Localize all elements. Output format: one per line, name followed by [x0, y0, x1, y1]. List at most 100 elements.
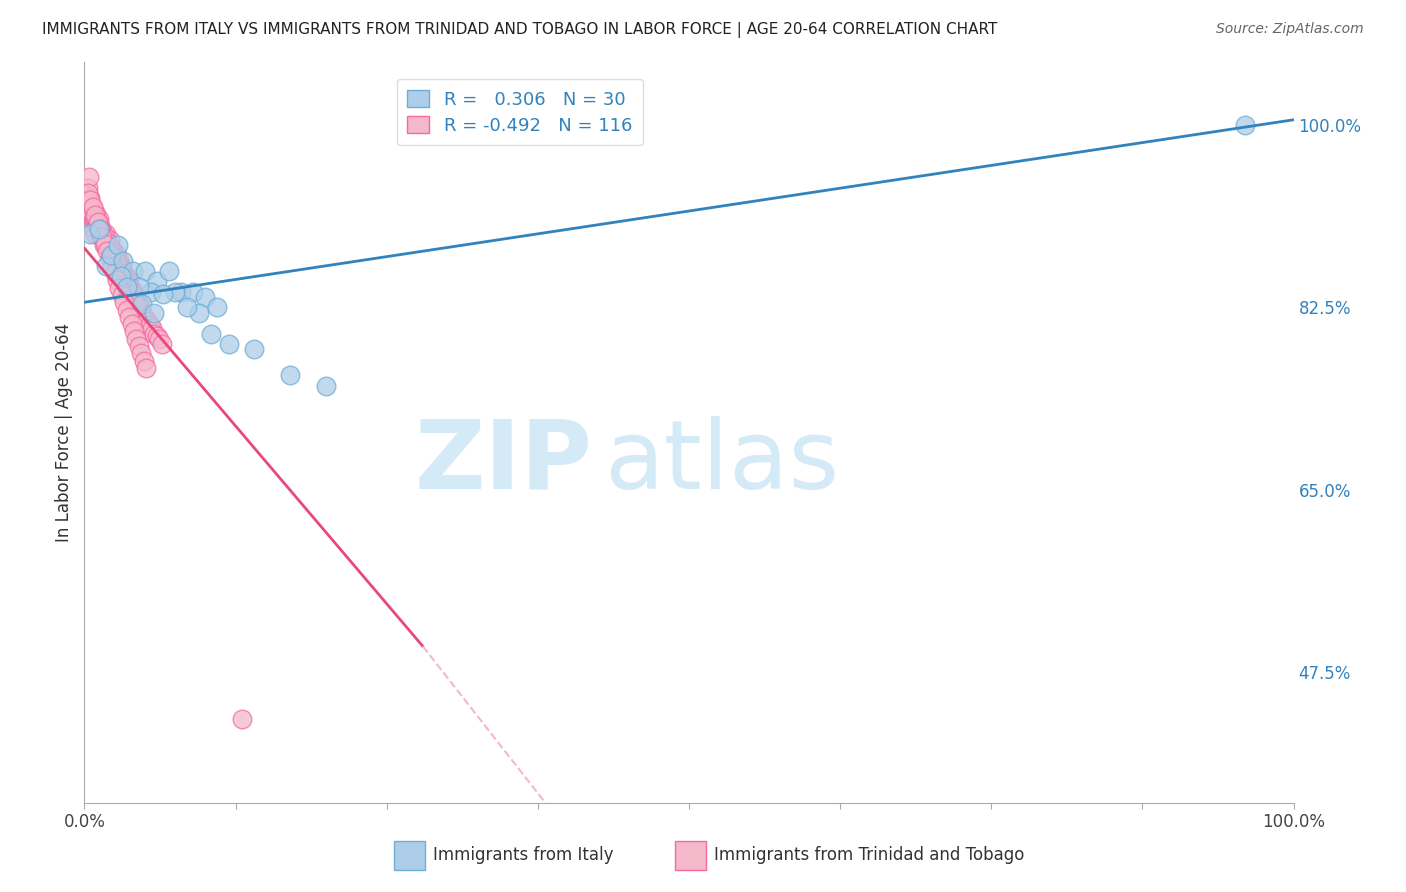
Point	[94, 259, 117, 273]
Point	[134, 264, 156, 278]
Point	[86, 207, 108, 221]
Point	[129, 346, 152, 360]
Point	[86, 217, 108, 231]
Point	[122, 292, 145, 306]
Point	[146, 274, 169, 288]
Point	[115, 277, 138, 291]
Point	[181, 285, 204, 299]
Point	[117, 274, 139, 288]
Point	[143, 306, 166, 320]
Point	[120, 279, 142, 293]
Point	[89, 222, 111, 236]
Point	[96, 244, 118, 259]
Point	[96, 238, 118, 252]
Point	[139, 285, 162, 299]
Point	[121, 283, 143, 297]
Point	[105, 273, 128, 287]
Point	[165, 285, 187, 299]
Point	[200, 326, 222, 341]
Point	[96, 235, 118, 249]
Point	[115, 279, 138, 293]
Point	[93, 238, 115, 252]
Point	[128, 339, 150, 353]
Point	[118, 310, 141, 324]
Point	[194, 290, 217, 304]
Point	[82, 211, 104, 226]
Point	[107, 259, 129, 273]
Point	[125, 332, 148, 346]
Legend: R =   0.306   N = 30, R = -0.492   N = 116: R = 0.306 N = 30, R = -0.492 N = 116	[396, 78, 643, 145]
Point	[94, 227, 117, 242]
Point	[86, 215, 108, 229]
Point	[112, 295, 135, 310]
Point	[98, 240, 121, 254]
Point	[82, 202, 104, 216]
Point	[87, 222, 110, 236]
Point	[121, 285, 143, 299]
Point	[150, 337, 173, 351]
Point	[170, 285, 193, 299]
Point	[108, 281, 131, 295]
Point	[112, 269, 135, 284]
Point	[132, 353, 155, 368]
Point	[131, 306, 153, 320]
Point	[101, 259, 124, 273]
Point	[97, 243, 120, 257]
Point	[104, 253, 127, 268]
Point	[115, 302, 138, 317]
Point	[94, 229, 117, 244]
Point	[134, 310, 156, 325]
Text: IMMIGRANTS FROM ITALY VS IMMIGRANTS FROM TRINIDAD AND TOBAGO IN LABOR FORCE | AG: IMMIGRANTS FROM ITALY VS IMMIGRANTS FROM…	[42, 22, 997, 38]
Point	[79, 191, 101, 205]
Point	[122, 325, 145, 339]
Point	[121, 317, 143, 331]
Text: atlas: atlas	[605, 416, 839, 508]
Point	[218, 337, 240, 351]
Point	[77, 170, 100, 185]
Point	[1234, 118, 1257, 132]
Point	[91, 227, 114, 242]
Point	[114, 269, 136, 284]
Point	[128, 279, 150, 293]
Point	[83, 211, 105, 226]
Point	[143, 326, 166, 341]
Point	[98, 252, 121, 266]
Point	[89, 227, 111, 242]
Point	[121, 287, 143, 301]
Point	[77, 186, 100, 200]
Point	[148, 332, 170, 346]
Text: Immigrants from Trinidad and Tobago: Immigrants from Trinidad and Tobago	[714, 847, 1025, 864]
Point	[101, 245, 124, 260]
Point	[231, 712, 253, 726]
Point	[103, 248, 125, 262]
Point	[77, 202, 100, 216]
Point	[93, 233, 115, 247]
Point	[115, 277, 138, 291]
Point	[117, 272, 139, 286]
Point	[127, 295, 149, 310]
Point	[100, 248, 122, 262]
Point	[242, 342, 264, 356]
Point	[91, 224, 114, 238]
Point	[110, 269, 132, 284]
Point	[125, 297, 148, 311]
Point	[112, 266, 135, 280]
Point	[108, 260, 131, 275]
Point	[105, 255, 128, 269]
Text: Immigrants from Italy: Immigrants from Italy	[433, 847, 613, 864]
Point	[84, 208, 107, 222]
Point	[110, 261, 132, 276]
Point	[79, 196, 101, 211]
Point	[118, 277, 141, 291]
Point	[82, 200, 104, 214]
Point	[86, 217, 108, 231]
Point	[278, 368, 301, 383]
Point	[90, 227, 112, 242]
Point	[84, 210, 107, 224]
Point	[105, 248, 128, 262]
Point	[111, 288, 134, 302]
Point	[77, 180, 100, 194]
Point	[136, 314, 159, 328]
Point	[124, 289, 146, 303]
Point	[121, 285, 143, 299]
